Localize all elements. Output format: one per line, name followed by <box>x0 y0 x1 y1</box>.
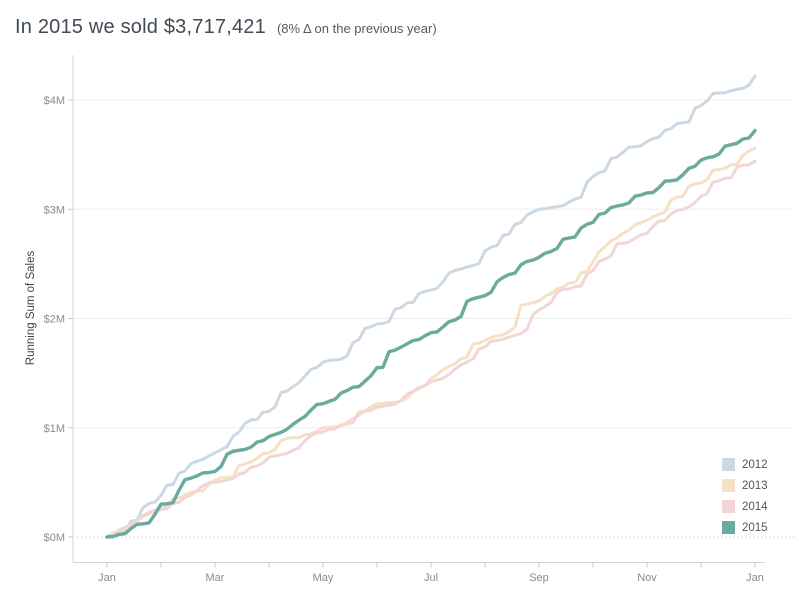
y-tick-label: $1M <box>44 423 65 435</box>
x-tick-label: Nov <box>637 572 657 584</box>
y-tick-label: $4M <box>44 95 65 107</box>
legend: 2012 2013 2014 2015 <box>722 454 768 538</box>
page-title: In 2015 we sold $3,717,421 <box>15 16 266 38</box>
legend-item-2015[interactable]: 2015 <box>722 517 768 538</box>
page-subtitle: (8% Δ on the previous year) <box>276 21 437 36</box>
legend-label-2013: 2013 <box>742 479 768 492</box>
legend-swatch-2015 <box>722 521 735 534</box>
legend-label-2014: 2014 <box>742 500 768 513</box>
legend-item-2013[interactable]: 2013 <box>722 475 768 496</box>
y-tick-label: $3M <box>44 204 65 216</box>
x-tick-label: Jan <box>746 572 764 584</box>
series-line-2015[interactable] <box>105 128 757 539</box>
legend-swatch-2014 <box>722 500 735 513</box>
legend-item-2012[interactable]: 2012 <box>722 454 768 475</box>
series-line-2012[interactable] <box>105 74 757 539</box>
chart-header: In 2015 we sold $3,717,421 (8% Δ on the … <box>15 16 437 39</box>
y-tick-label: $0M <box>44 532 65 544</box>
legend-label-2015: 2015 <box>742 521 768 534</box>
y-tick-label: $2M <box>44 314 65 326</box>
legend-swatch-2013 <box>722 479 735 492</box>
series-line-2013[interactable] <box>105 146 757 539</box>
x-tick-label: Jul <box>424 572 438 584</box>
x-tick-label: Mar <box>206 572 225 584</box>
x-tick-label: Sep <box>529 572 549 584</box>
legend-label-2012: 2012 <box>742 458 768 471</box>
legend-swatch-2012 <box>722 458 735 471</box>
x-tick-label: May <box>313 572 334 584</box>
legend-item-2014[interactable]: 2014 <box>722 496 768 517</box>
x-tick-label: Jan <box>98 572 116 584</box>
series-line-2014[interactable] <box>105 159 757 539</box>
